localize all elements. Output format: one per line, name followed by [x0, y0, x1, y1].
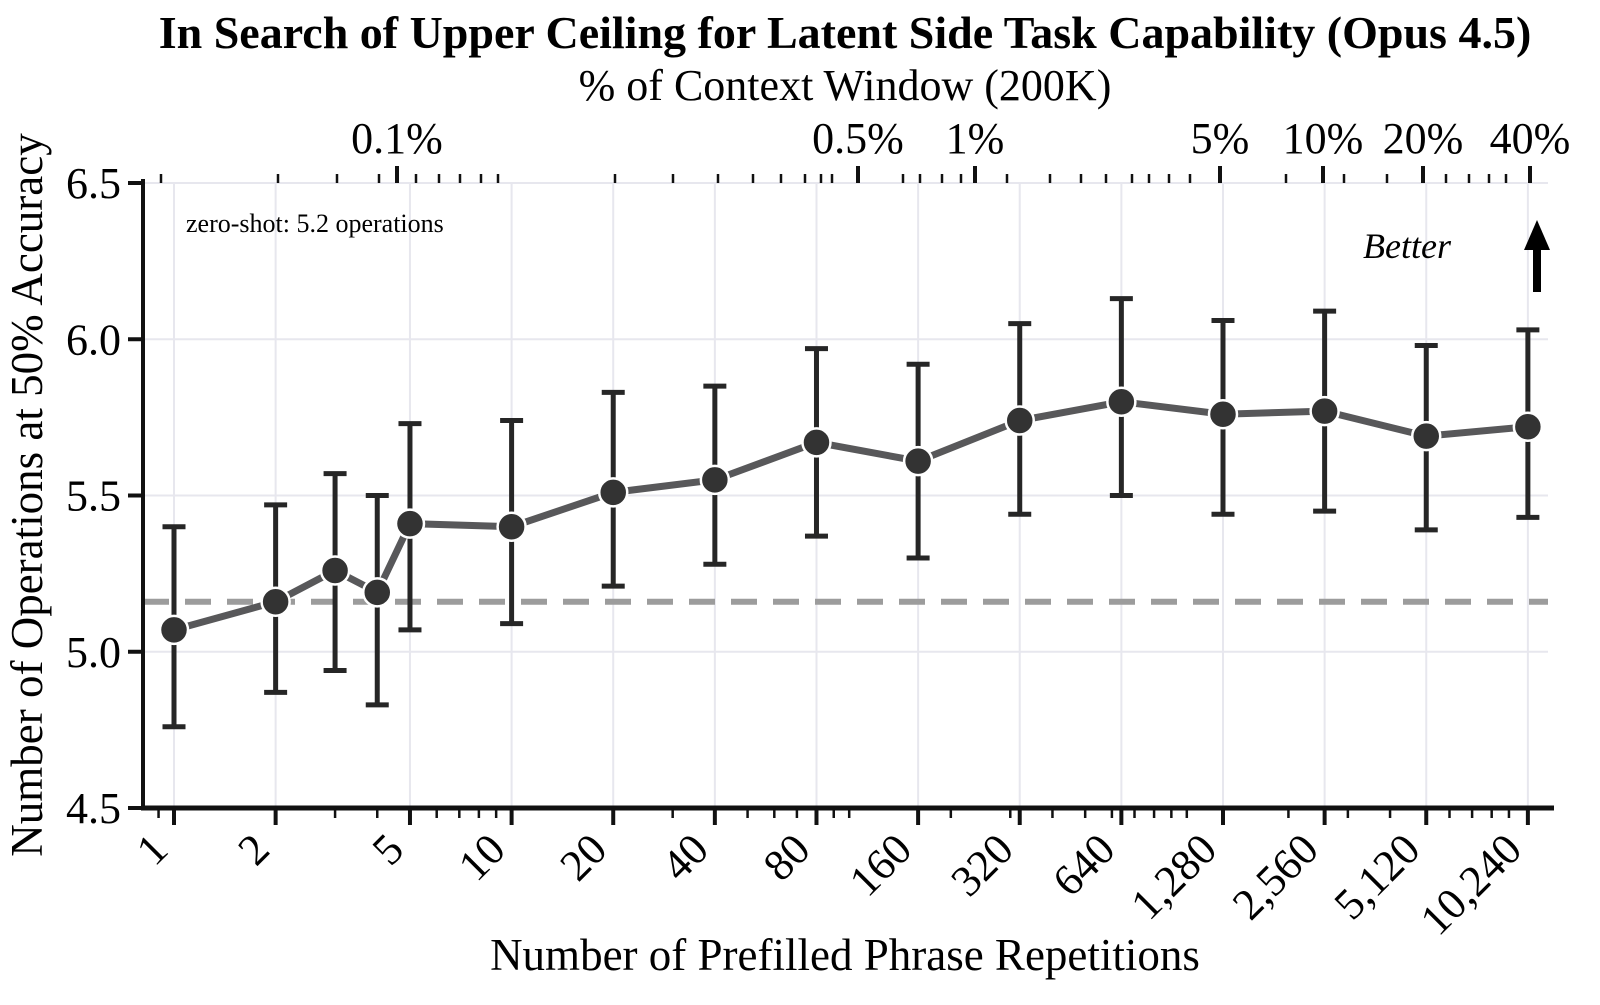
top-axis-title: % of Context Window (200K) [579, 61, 1112, 110]
top-tick-label: 0.5% [812, 114, 904, 163]
x-tick-label: 1,280 [1121, 824, 1226, 929]
x-tick-label: 320 [941, 824, 1022, 905]
data-point [902, 445, 934, 477]
series-line [173, 398, 1529, 634]
data-point [1410, 420, 1442, 452]
data-point [1106, 386, 1137, 417]
x-axis-title: Number of Prefilled Phrase Repetitions [490, 930, 1200, 980]
top-tick-label: 10% [1283, 114, 1364, 163]
data-point [496, 511, 527, 542]
better-label: Better [1363, 226, 1452, 266]
data-point [1512, 411, 1544, 442]
data-point [362, 577, 393, 608]
grid-layer [143, 182, 1548, 808]
x-tick-label: 10 [449, 824, 515, 890]
data-point [1207, 399, 1239, 430]
x-tick-label: 160 [840, 824, 921, 905]
y-tick-label: 5.5 [66, 472, 121, 521]
data-point [394, 508, 426, 539]
x-tick-label: 5 [363, 824, 413, 874]
data-point [158, 614, 190, 646]
zero-shot-annotation: zero-shot: 5.2 operations [186, 209, 444, 238]
data-point [260, 586, 291, 617]
top-tick-label: 40% [1490, 114, 1571, 163]
y-tick-label: 6.5 [66, 159, 121, 208]
top-tick-label: 1% [946, 114, 1005, 163]
x-tick-label: 640 [1043, 824, 1124, 905]
y-tick-label: 5.0 [66, 628, 121, 677]
x-tick-label: 2 [228, 824, 278, 874]
x-tick-label: 10,240 [1411, 824, 1531, 944]
data-point [319, 555, 351, 586]
x-tick-label: 1 [127, 824, 177, 874]
chart-title: In Search of Upper Ceiling for Latent Si… [159, 7, 1532, 58]
data-point [699, 464, 731, 496]
x-tick-label: 2,560 [1223, 824, 1328, 929]
data-point [1004, 405, 1035, 436]
top-tick-label: 0.1% [351, 114, 443, 163]
data-point [801, 427, 832, 458]
data-layer [143, 296, 1548, 730]
x-tick-label: 20 [551, 824, 617, 890]
data-point [597, 477, 629, 508]
better-arrow-up-icon [1524, 220, 1550, 292]
x-tick-label: 80 [754, 824, 820, 890]
y-axis-title: Number of Operations at 50% Accuracy [2, 133, 52, 857]
data-point [1309, 395, 1340, 427]
top-tick-label: 20% [1383, 114, 1464, 163]
y-tick-label: 4.5 [66, 784, 121, 833]
top-tick-label: 5% [1191, 114, 1250, 163]
y-tick-label: 6.0 [66, 315, 121, 364]
x-tick-label: 40 [652, 824, 718, 890]
